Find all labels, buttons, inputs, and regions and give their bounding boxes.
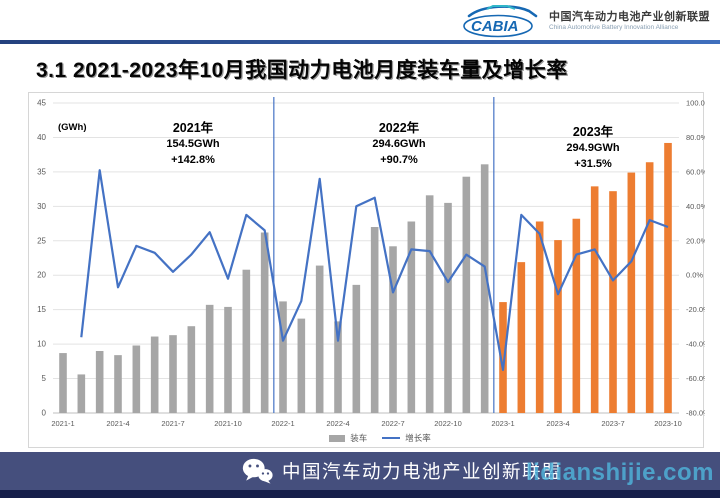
svg-text:20.0%: 20.0% (686, 236, 705, 245)
legend-bar-label: 装车 (350, 433, 368, 443)
annotation-2022-year: 2022年 (378, 121, 420, 135)
svg-text:30: 30 (37, 202, 46, 211)
svg-text:-80.0%: -80.0% (686, 409, 705, 418)
annotation-2023-total: 294.9GWh (566, 142, 620, 155)
svg-text:0.0%: 0.0% (686, 271, 703, 280)
svg-text:60.0%: 60.0% (686, 167, 705, 176)
page-title: 3.1 2021-2023年10月我国动力电池月度装车量及增长率 (36, 59, 568, 82)
axis-labels: 0 5 10 15 20 25 30 35 40 45 -80.0% -60.0% -40.0% -20.… (37, 99, 705, 418)
svg-text:2022-10: 2022-10 (434, 419, 462, 428)
svg-text:2021-7: 2021-7 (161, 419, 184, 428)
svg-text:2023-1: 2023-1 (491, 419, 514, 428)
svg-text:15: 15 (37, 305, 46, 314)
year-divider-lines (273, 97, 495, 413)
bottom-strip (0, 490, 720, 498)
watermark: lidianshijie.com (525, 459, 714, 486)
svg-text:35: 35 (37, 167, 46, 176)
svg-text:0: 0 (42, 409, 47, 418)
chart-canvas: 0 5 10 15 20 25 30 35 40 45 -80.0% -60.0% -40.0% -20.… (37, 97, 705, 428)
left-axis-unit: (GWh) (58, 122, 87, 133)
svg-text:80.0%: 80.0% (686, 133, 705, 142)
svg-text:CABIA: CABIA (471, 18, 519, 35)
legend-line-swatch (382, 436, 401, 440)
org-name-en: China Automotive Battery Innovation Alli… (549, 23, 679, 31)
annotation-2022-total: 294.6GWh (372, 138, 426, 151)
chart-container: 0 5 10 15 20 25 30 35 40 45 -80.0% -60.0% -40.0% -20.… (28, 92, 705, 448)
annotation-2021-year: 2021年 (172, 121, 214, 135)
svg-text:2022-4: 2022-4 (326, 419, 349, 428)
x-axis-labels: 2021-1 2021-4 2021-7 2021-10 2022-1 2022-4 202… (51, 419, 681, 428)
annotation-2021: 2021年 154.5GWh +142.8% (113, 119, 273, 169)
installation-bars (59, 142, 672, 413)
header: CABIA 中国汽车动力电池产业创新联盟 China Automotive Ba… (0, 0, 720, 40)
annotation-2022-growth: +90.7% (380, 154, 418, 167)
growth-rate-line (80, 169, 669, 371)
legend-line-label: 增长率 (405, 433, 431, 443)
svg-text:-20.0%: -20.0% (686, 305, 705, 314)
footer-inner: 中国汽车动力电池产业创新联盟 (242, 458, 562, 484)
svg-text:2022-1: 2022-1 (271, 419, 294, 428)
svg-text:40.0%: 40.0% (686, 202, 705, 211)
svg-text:2021-1: 2021-1 (51, 419, 74, 428)
cabia-logo: CABIA (461, 4, 541, 38)
wechat-icon (242, 458, 273, 484)
svg-text:10: 10 (37, 340, 46, 349)
svg-text:2022-7: 2022-7 (381, 419, 404, 428)
svg-text:100.0%: 100.0% (686, 99, 705, 108)
svg-text:2023-7: 2023-7 (601, 419, 624, 428)
header-divider (0, 40, 720, 44)
cabia-logo-icon: CABIA (463, 5, 538, 38)
footer-text: 中国汽车动力电池产业创新联盟 (281, 461, 562, 482)
svg-text:5: 5 (42, 374, 47, 383)
annotation-2023: 2023年 294.9GWh +31.5% (513, 123, 673, 173)
svg-text:-40.0%: -40.0% (686, 340, 705, 349)
chart-legend: 装车 增长率 (43, 432, 717, 444)
svg-text:45: 45 (37, 99, 46, 108)
svg-text:2021-10: 2021-10 (214, 419, 242, 428)
annotation-2021-growth: +142.8% (171, 154, 215, 167)
svg-text:-60.0%: -60.0% (686, 374, 705, 383)
svg-text:2021-4: 2021-4 (106, 419, 129, 428)
annotation-2023-year: 2023年 (572, 125, 614, 139)
svg-text:2023-10: 2023-10 (654, 419, 682, 428)
annotation-2021-total: 154.5GWh (166, 138, 220, 151)
svg-text:20: 20 (37, 271, 46, 280)
footer: 中国汽车动力电池产业创新联盟 lidianshijie.com (0, 452, 720, 490)
annotation-2022: 2022年 294.6GWh +90.7% (319, 119, 479, 169)
annotation-2023-growth: +31.5% (574, 158, 612, 171)
svg-text:25: 25 (37, 236, 46, 245)
legend-bar-swatch (329, 434, 346, 442)
svg-text:2023-4: 2023-4 (546, 419, 569, 428)
org-name-cn: 中国汽车动力电池产业创新联盟 (549, 10, 710, 23)
svg-text:40: 40 (37, 133, 46, 142)
org-names: 中国汽车动力电池产业创新联盟 China Automotive Battery … (549, 11, 710, 31)
